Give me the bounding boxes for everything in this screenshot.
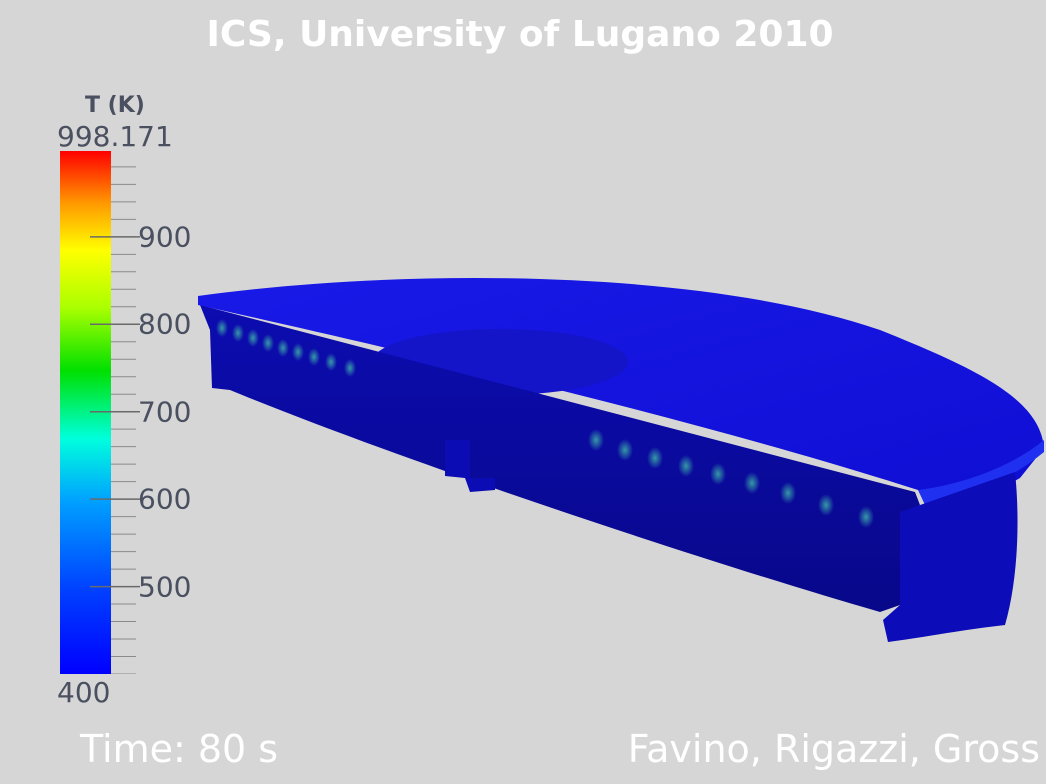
model-stem (445, 440, 495, 492)
model-hot-spots (216, 319, 874, 528)
model-rim (918, 440, 1044, 505)
model-top-surface (198, 278, 1044, 505)
colorbar-max-label: 998.171 (57, 120, 173, 153)
model-front-face (200, 305, 920, 612)
colorbar-title: T (K) (85, 93, 145, 118)
plot-title: ICS, University of Lugano 2010 (206, 14, 834, 55)
colorbar-tick-label: 500 (138, 570, 192, 604)
colorbar-min-label: 400 (57, 676, 111, 709)
model-right-wall (883, 472, 1018, 642)
colorbar-tick-label: 900 (138, 220, 192, 254)
colorbar-ticks (90, 166, 140, 674)
time-label: Time: 80 s (80, 727, 279, 771)
authors-label: Favino, Rigazzi, Gross (627, 727, 1040, 771)
colorbar-tick-label: 700 (138, 395, 192, 429)
colorbar-tick-label: 600 (138, 482, 192, 516)
colorbar-tick-label: 800 (138, 307, 192, 341)
